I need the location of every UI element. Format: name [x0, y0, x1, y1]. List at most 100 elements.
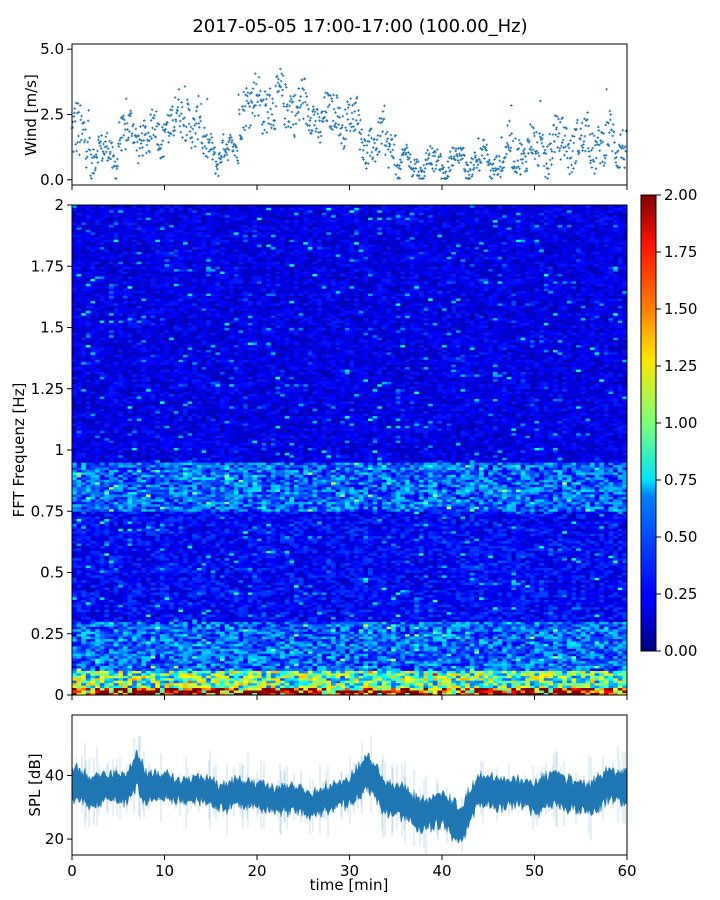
heatmap-cell [613, 602, 618, 605]
heatmap-cell [239, 680, 244, 683]
heatmap-cell [590, 641, 595, 644]
heatmap-cell [114, 680, 119, 683]
heatmap-cell [410, 651, 415, 654]
heatmap-cell [206, 683, 211, 686]
heatmap-cell [178, 612, 183, 615]
heatmap-cell [77, 624, 82, 627]
heatmap-cell [368, 680, 373, 683]
heatmap-cell [530, 673, 535, 676]
heatmap-cell [359, 685, 364, 688]
heatmap-cell [488, 617, 493, 620]
heatmap-cell [188, 607, 193, 610]
heatmap-cell [511, 622, 516, 625]
heatmap-cell [493, 631, 498, 634]
heatmap-cell [350, 673, 355, 676]
heatmap-cell [363, 646, 368, 649]
heatmap-cell [488, 666, 493, 669]
heatmap-cell [202, 671, 207, 674]
heatmap-cell [581, 622, 586, 625]
heatmap-cell [465, 653, 470, 656]
heatmap-cell [470, 651, 475, 654]
heatmap-cell [553, 612, 558, 615]
heatmap-cell [447, 663, 452, 666]
heatmap-cell [345, 668, 350, 671]
heatmap-cell [308, 644, 313, 647]
heatmap-cell [141, 614, 146, 617]
heatmap-cell [414, 671, 419, 674]
heatmap-cell [572, 636, 577, 639]
heatmap-cell [470, 639, 475, 642]
heatmap-cell [405, 634, 410, 637]
heatmap-cell [572, 690, 577, 693]
heatmap-cell [262, 631, 267, 634]
heatmap-cell [618, 597, 623, 600]
heatmap-cell [340, 604, 345, 607]
heatmap-cell [410, 663, 415, 666]
heatmap-cell [266, 653, 271, 656]
heatmap-cell [243, 678, 248, 681]
heatmap-cell [178, 644, 183, 647]
heatmap-cell [567, 617, 572, 620]
heatmap-cell [484, 617, 489, 620]
heatmap-cell [197, 592, 202, 595]
heatmap-cell [336, 673, 341, 676]
heatmap-cell [414, 663, 419, 666]
heatmap-cell [581, 636, 586, 639]
heatmap-cell [266, 595, 271, 598]
heatmap-cell [479, 609, 484, 612]
heatmap-cell [479, 626, 484, 629]
heatmap-cell [91, 663, 96, 666]
heatmap-cell [215, 624, 220, 627]
heatmap-cell [229, 639, 234, 642]
heatmap-cell [72, 683, 77, 686]
heatmap-cell [474, 612, 479, 615]
heatmap-cell [123, 614, 128, 617]
heatmap-cell [414, 680, 419, 683]
heatmap-cell [539, 673, 544, 676]
heatmap-cell [405, 619, 410, 622]
heatmap-cell [197, 629, 202, 632]
heatmap-cell [576, 656, 581, 659]
heatmap-cell [104, 680, 109, 683]
heatmap-cell [405, 658, 410, 661]
heatmap-cell [516, 688, 521, 691]
heatmap-cell [239, 614, 244, 617]
heatmap-cell [530, 646, 535, 649]
heatmap-cell [599, 646, 604, 649]
heatmap-cell [72, 644, 77, 647]
heatmap-cell [535, 648, 540, 651]
heatmap-cell [225, 641, 230, 644]
heatmap-cell [368, 631, 373, 634]
heatmap-cell [215, 675, 220, 678]
heatmap-cell [174, 592, 179, 595]
heatmap-cell [613, 612, 618, 615]
heatmap-cell [289, 595, 294, 598]
heatmap-cell [447, 658, 452, 661]
heatmap-cell [317, 656, 322, 659]
heatmap-cell [294, 656, 299, 659]
heatmap-cell [262, 624, 267, 627]
heatmap-cell [206, 666, 211, 669]
heatmap-cell [100, 678, 105, 681]
heatmap-cell [220, 617, 225, 620]
heatmap-cell [599, 636, 604, 639]
heatmap-cell [276, 680, 281, 683]
heatmap-cell [317, 688, 322, 691]
heatmap-cell [234, 609, 239, 612]
heatmap-cell [91, 648, 96, 651]
heatmap-cell [266, 629, 271, 632]
heatmap-cell [585, 646, 590, 649]
heatmap-cell [354, 636, 359, 639]
heatmap-cell [599, 685, 604, 688]
heatmap-cell [419, 624, 424, 627]
heatmap-cell [234, 661, 239, 664]
heatmap-cell [128, 636, 133, 639]
heatmap-cell [428, 663, 433, 666]
heatmap-cell [322, 639, 327, 642]
heatmap-cell [599, 622, 604, 625]
heatmap-cell [484, 658, 489, 661]
heatmap-cell [516, 653, 521, 656]
heatmap-cell [428, 636, 433, 639]
heatmap-cell [206, 614, 211, 617]
heatmap-cell [479, 636, 484, 639]
